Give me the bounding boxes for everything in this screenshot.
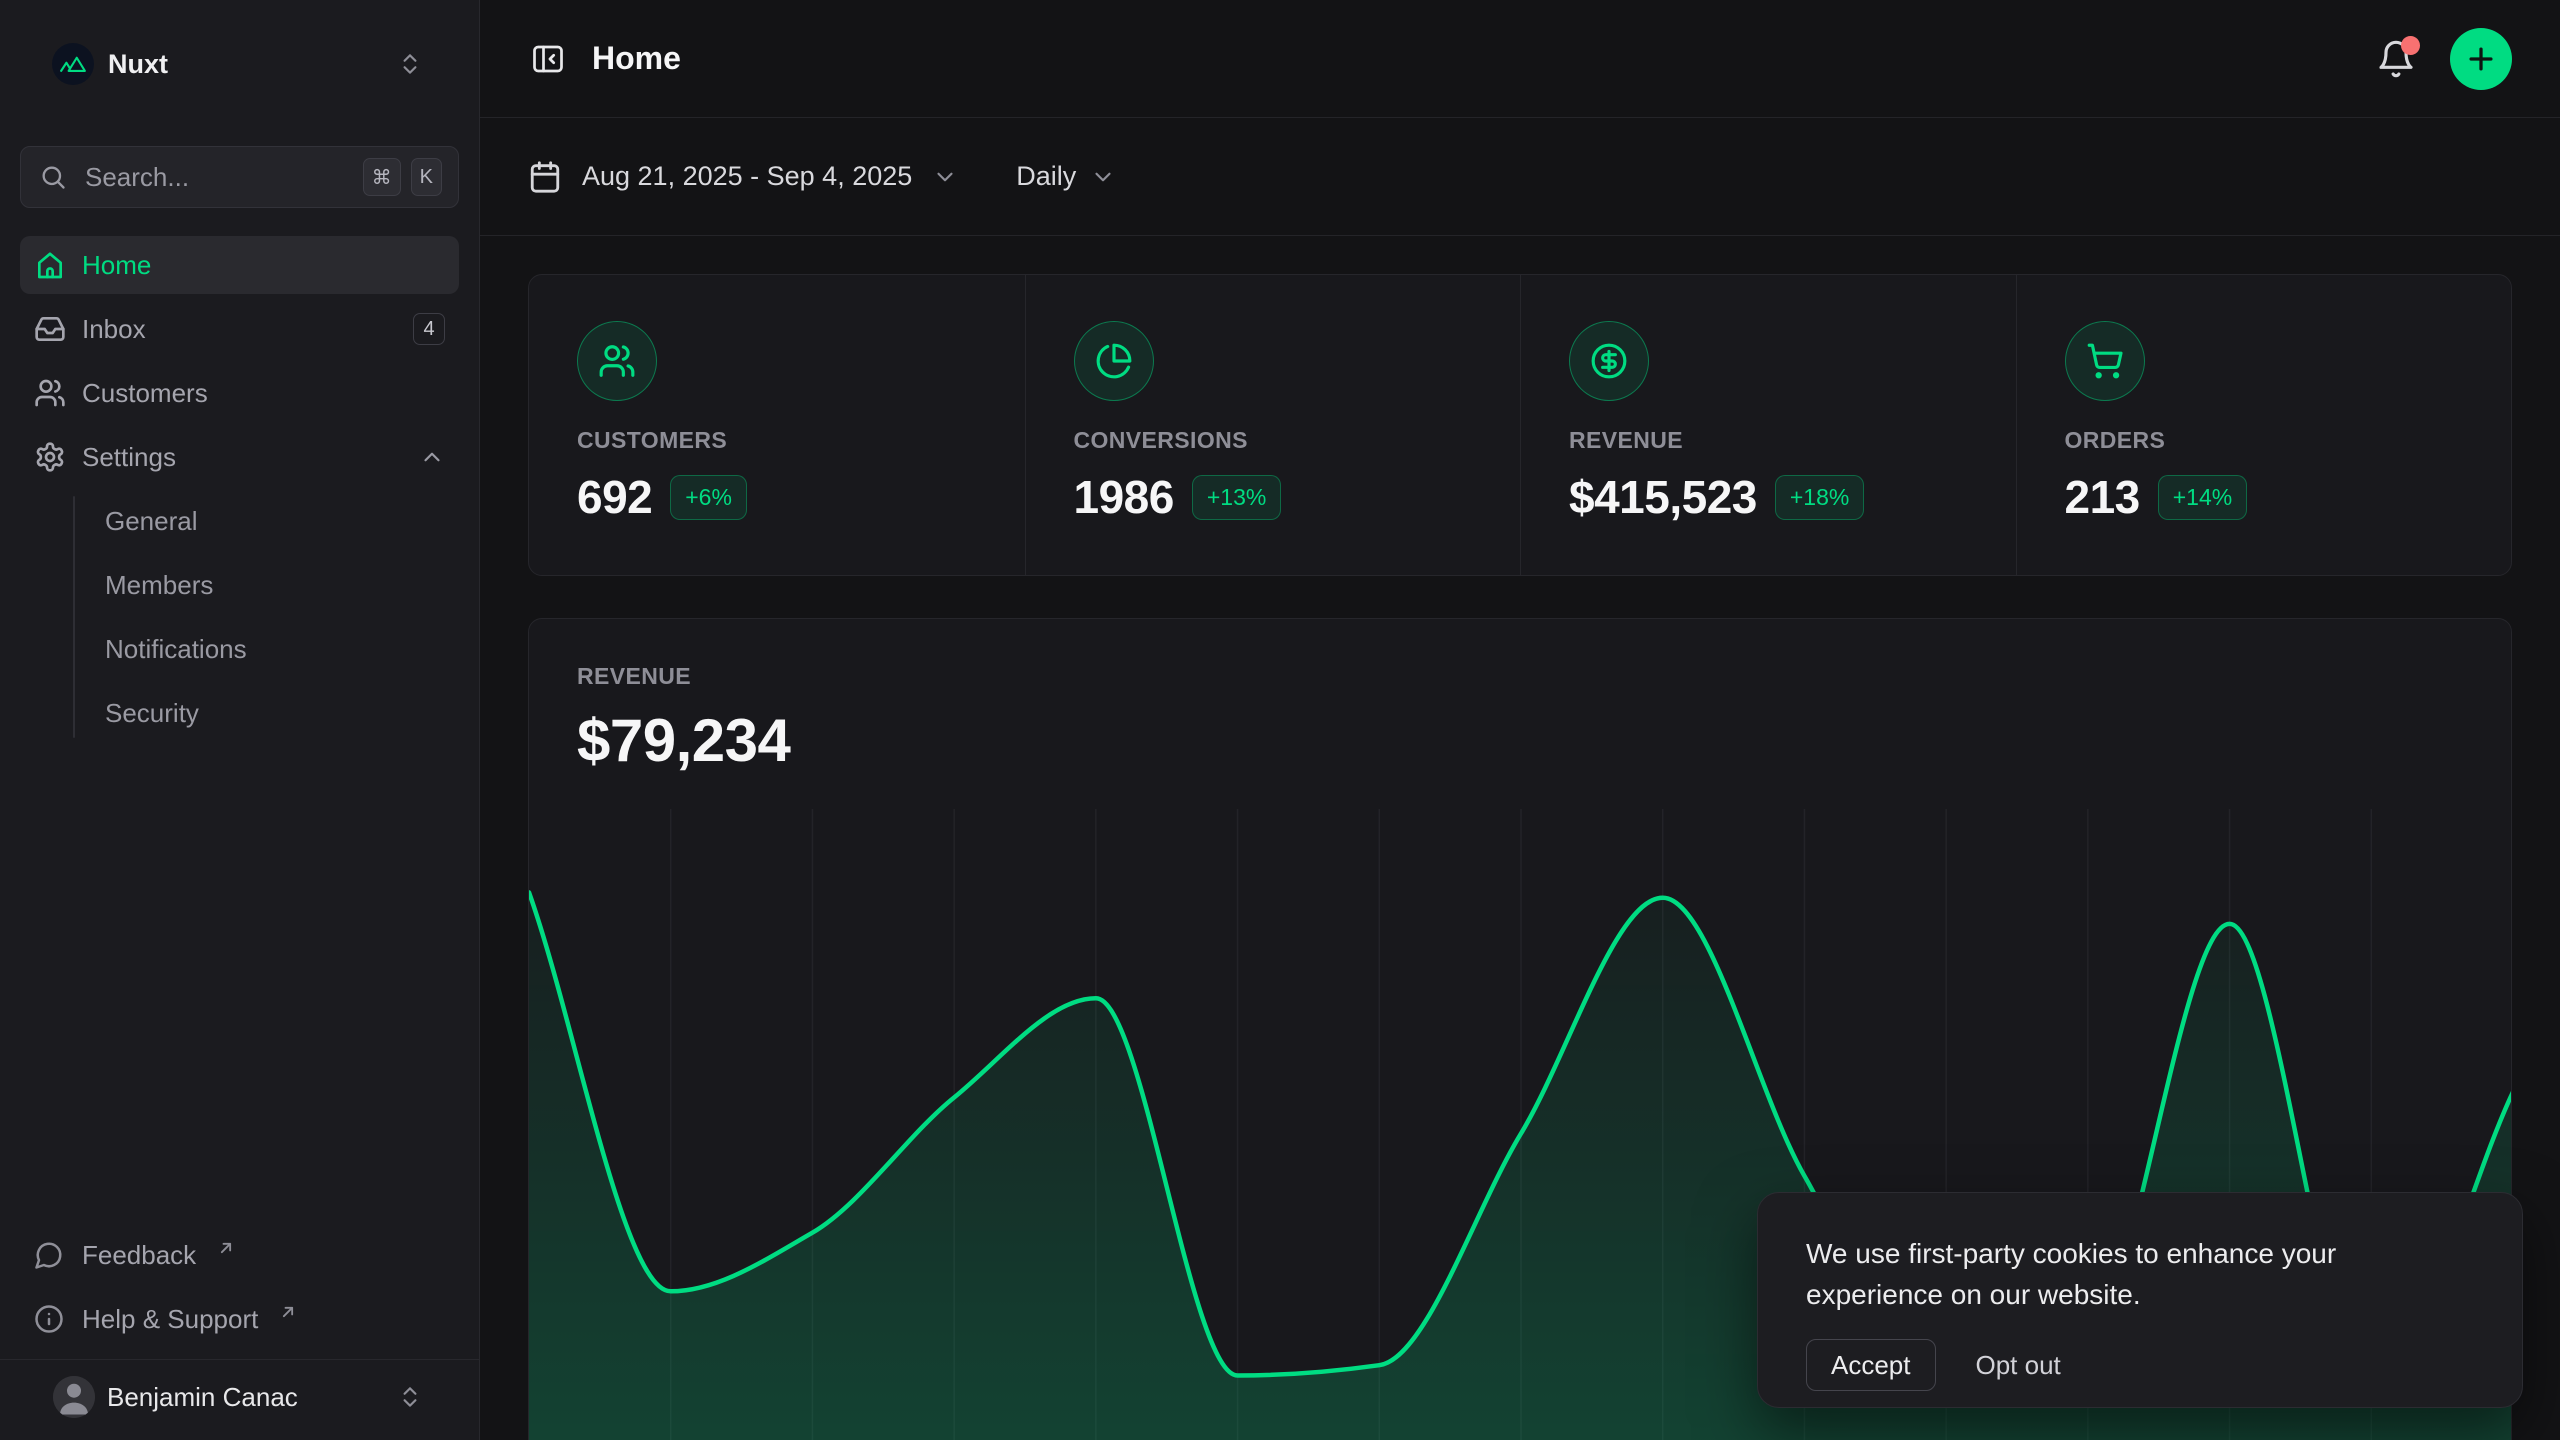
sidebar-item-inbox[interactable]: Inbox 4 xyxy=(20,300,459,358)
gear-icon xyxy=(34,441,66,473)
stat-card-customers[interactable]: CUSTOMERS 692 +6% xyxy=(529,275,1025,575)
notifications-button[interactable] xyxy=(2376,35,2420,79)
feedback-label: Feedback xyxy=(82,1239,197,1270)
chevrons-up-down-icon xyxy=(397,1384,423,1410)
revenue-chart-value: $79,234 xyxy=(577,707,791,774)
feedback-link[interactable]: Feedback xyxy=(20,1229,459,1281)
opt-out-button[interactable]: Opt out xyxy=(1975,1349,2061,1380)
revenue-area-fill xyxy=(529,892,2511,1440)
stat-label: CUSTOMERS xyxy=(577,427,728,453)
sidebar-footer: Feedback Help & Support xyxy=(0,1229,479,1440)
stat-value: 692 xyxy=(577,471,653,523)
stat-card-revenue[interactable]: REVENUE $415,523 +18% xyxy=(1520,275,2016,575)
sidebar-item-home[interactable]: Home xyxy=(20,236,459,294)
nuxt-logo-icon xyxy=(52,43,94,85)
cookie-message: We use first-party cookies to enhance yo… xyxy=(1806,1238,2337,1310)
stat-label: REVENUE xyxy=(1569,427,1683,453)
stat-value: 1986 xyxy=(1073,471,1175,523)
pie-chart-icon xyxy=(1073,321,1154,401)
revenue-line xyxy=(529,890,2511,1399)
stats-row: CUSTOMERS 692 +6% CONVERSIONS 1986 +13% xyxy=(528,274,2512,576)
sidebar-nav: Home Inbox 4 Customers xyxy=(20,236,459,748)
calendar-icon xyxy=(528,160,562,194)
main-content: Home Aug 21, 2025 - Sep 4, 2025 xyxy=(480,0,2560,1440)
info-circle-icon xyxy=(34,1304,64,1334)
stat-value: 213 xyxy=(2064,471,2141,523)
add-button[interactable] xyxy=(2450,27,2512,90)
stat-delta-badge: +14% xyxy=(2157,474,2248,520)
command-key: ⌘ xyxy=(362,158,401,196)
avatar xyxy=(53,1376,95,1418)
chevron-down-icon xyxy=(1090,164,1116,190)
sidebar-item-label: Inbox xyxy=(82,313,146,344)
notification-dot xyxy=(2401,35,2420,55)
sidebar-divider xyxy=(0,1359,479,1360)
users-icon xyxy=(577,321,657,401)
dashboard-content: CUSTOMERS 692 +6% CONVERSIONS 1986 +13% xyxy=(480,236,2560,1440)
home-icon xyxy=(34,249,66,281)
stat-label: CONVERSIONS xyxy=(1073,427,1248,453)
date-range-label: Aug 21, 2025 - Sep 4, 2025 xyxy=(582,161,913,191)
chat-bubble-icon xyxy=(34,1240,64,1270)
sidebar-item-customers[interactable]: Customers xyxy=(20,364,459,422)
sidebar-collapse-button[interactable] xyxy=(528,39,568,79)
users-icon xyxy=(34,377,66,409)
period-select[interactable]: Daily xyxy=(1016,161,1116,192)
stat-label: ORDERS xyxy=(2064,427,2166,453)
stat-value: $415,523 xyxy=(1569,471,1757,523)
chevron-up-icon xyxy=(419,444,445,470)
sidebar-item-label: Customers xyxy=(82,377,208,408)
help-support-link[interactable]: Help & Support xyxy=(20,1293,459,1345)
toolbar: Aug 21, 2025 - Sep 4, 2025 Daily xyxy=(480,118,2560,236)
workspace-switcher[interactable]: Nuxt xyxy=(20,40,459,88)
dollar-circle-icon xyxy=(1569,321,1649,401)
external-link-icon xyxy=(216,1238,236,1258)
sidebar: Nuxt Search... ⌘ K Home xyxy=(0,0,480,1440)
external-link-icon xyxy=(278,1302,298,1322)
workspace-name: Nuxt xyxy=(108,48,168,79)
search-placeholder: Search... xyxy=(85,161,190,192)
search-shortcut: ⌘ K xyxy=(362,158,442,196)
revenue-chart-label: REVENUE xyxy=(577,663,691,689)
settings-subnav: General Members Notifications Security xyxy=(20,492,459,748)
sidebar-item-notifications[interactable]: Notifications xyxy=(105,633,247,664)
inbox-icon xyxy=(34,313,66,345)
sidebar-item-security[interactable]: Security xyxy=(105,697,199,728)
k-key: K xyxy=(410,158,442,196)
stat-card-conversions[interactable]: CONVERSIONS 1986 +13% xyxy=(1024,275,1521,575)
revenue-area-chart xyxy=(529,809,2511,1440)
topbar-actions xyxy=(2376,27,2512,90)
stat-delta-badge: +18% xyxy=(1774,474,1865,520)
chevron-down-icon xyxy=(932,164,958,190)
help-support-label: Help & Support xyxy=(82,1303,259,1334)
search-input[interactable]: Search... ⌘ K xyxy=(20,146,459,208)
date-range-picker[interactable]: Aug 21, 2025 - Sep 4, 2025 xyxy=(528,160,958,194)
sidebar-item-general[interactable]: General xyxy=(105,505,198,536)
sidebar-item-label: Home xyxy=(82,249,152,280)
user-name: Benjamin Canac xyxy=(107,1381,298,1412)
cookie-banner: We use first-party cookies to enhance yo… xyxy=(1757,1192,2523,1408)
search-icon xyxy=(39,163,67,191)
accept-button[interactable]: Accept xyxy=(1806,1339,1936,1391)
cart-icon xyxy=(2064,321,2145,401)
user-menu[interactable]: Benjamin Canac xyxy=(20,1360,459,1440)
stat-delta-badge: +13% xyxy=(1191,474,1282,520)
topbar: Home xyxy=(480,0,2560,118)
inbox-count-badge: 4 xyxy=(413,313,445,345)
period-label: Daily xyxy=(1016,161,1077,191)
stat-delta-badge: +6% xyxy=(670,474,747,520)
page-title: Home xyxy=(592,40,681,76)
sidebar-item-settings[interactable]: Settings xyxy=(20,428,459,486)
sidebar-item-label: Settings xyxy=(82,441,176,472)
sidebar-item-members[interactable]: Members xyxy=(105,569,214,600)
chevrons-up-down-icon xyxy=(397,51,423,77)
stat-card-orders[interactable]: ORDERS 213 +14% xyxy=(2015,275,2512,575)
